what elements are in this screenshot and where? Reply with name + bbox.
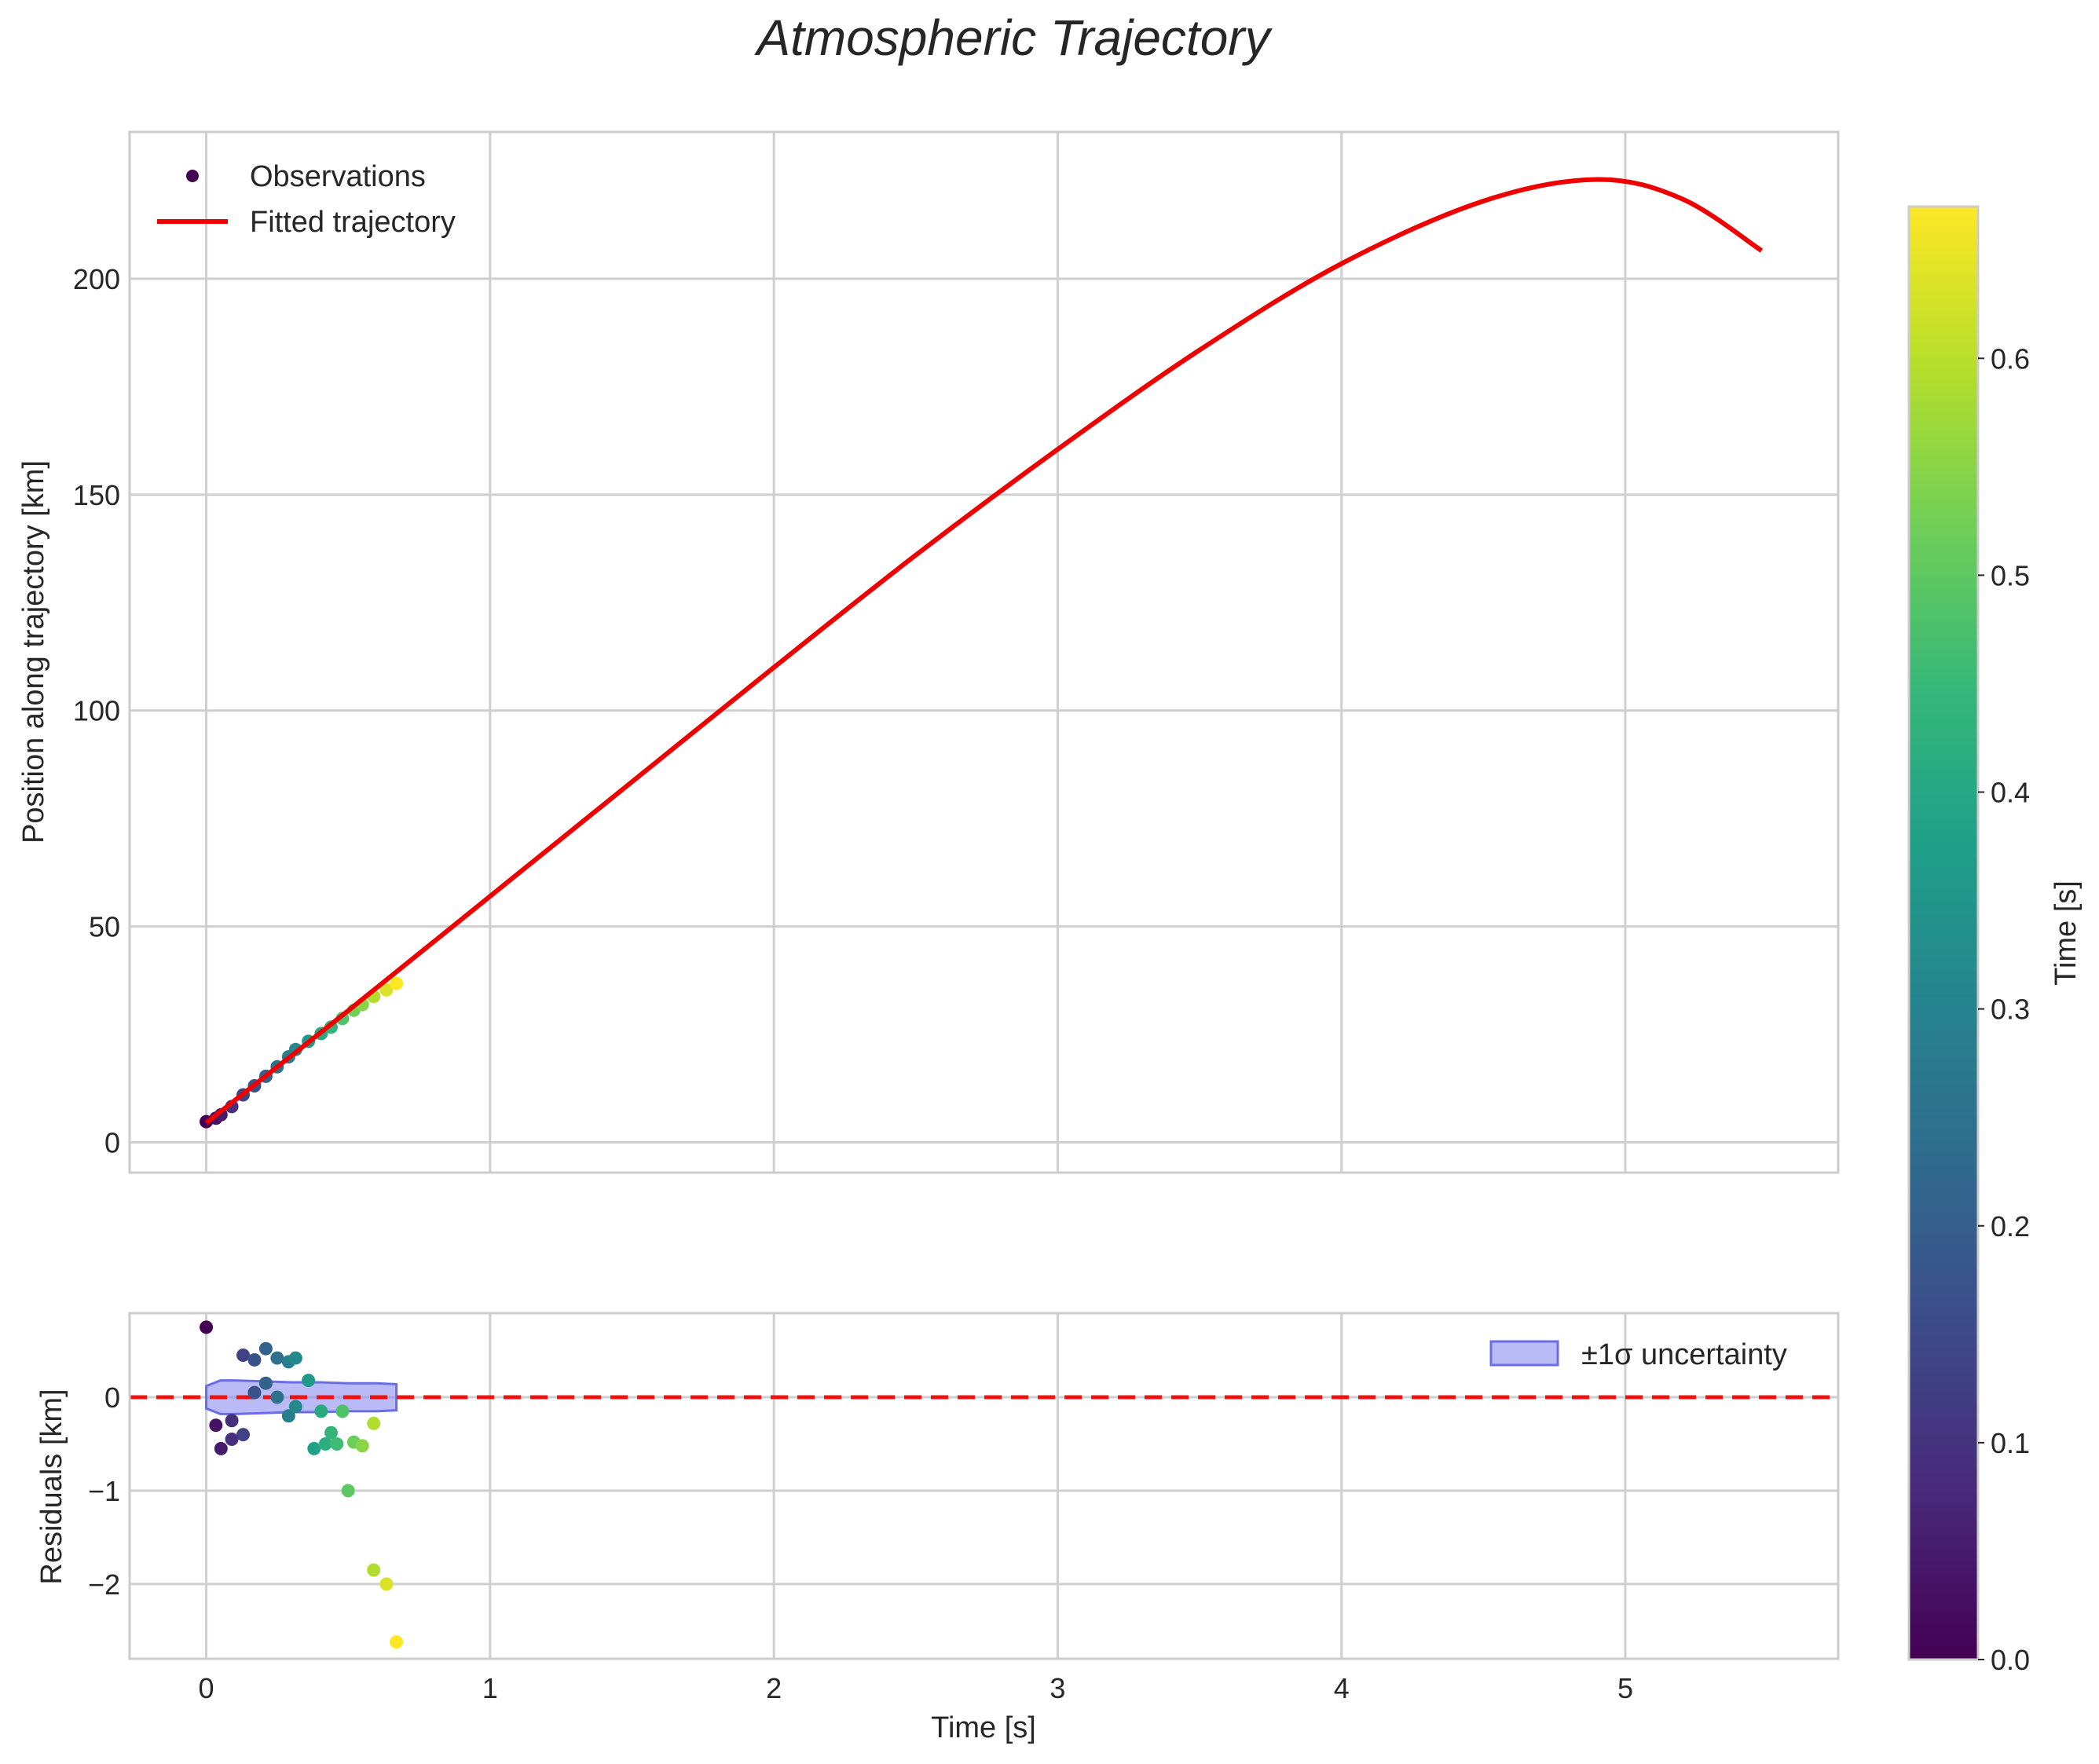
top-y-tick-label: 200 — [73, 263, 120, 295]
bottom-legend: ±1σ uncertainty — [1489, 1338, 1787, 1371]
bottom-x-ticks: 0 1 2 3 4 5 — [199, 1672, 1634, 1704]
colorbar-tick-label: 0.3 — [1991, 994, 2030, 1026]
legend-observations-marker — [186, 170, 199, 182]
bottom-y-ticks: −2 −1 0 — [88, 1382, 120, 1601]
colorbar: 0.0 0.1 0.2 0.3 0.4 0.5 0.6 Time [s] — [1907, 205, 2083, 1676]
residual-point — [314, 1404, 328, 1418]
residual-point — [247, 1385, 262, 1400]
colorbar-tick-label: 0.0 — [1991, 1644, 2030, 1676]
top-legend: Observations Fitted trajectory — [157, 160, 456, 239]
colorbar-tick-label: 0.4 — [1991, 777, 2030, 809]
colorbar-label: Time [s] — [2050, 880, 2083, 986]
residual-point — [335, 1404, 350, 1418]
bottom-y-tick-label: −1 — [88, 1475, 120, 1507]
bottom-y-axis-label: Residuals [km] — [35, 1389, 68, 1584]
residual-point — [379, 1577, 394, 1591]
x-tick-label: 3 — [1050, 1672, 1065, 1704]
residual-point — [225, 1433, 239, 1447]
top-y-tick-label: 50 — [89, 911, 120, 943]
residual-point — [341, 1484, 355, 1498]
legend-observations-label: Observations — [250, 160, 426, 193]
residual-point — [288, 1400, 302, 1414]
top-axes-frame — [128, 130, 1840, 1174]
residual-point — [355, 1439, 369, 1453]
colorbar-ticks: 0.0 0.1 0.2 0.3 0.4 0.5 0.6 — [1978, 342, 2030, 1676]
residual-point — [307, 1441, 321, 1455]
colorbar-tick-label: 0.6 — [1991, 342, 2030, 375]
bottom-axes-frame — [128, 1312, 1840, 1660]
chart-title: Atmospheric Trajectory — [753, 9, 1273, 66]
residual-point — [258, 1341, 273, 1356]
legend-band-marker — [1489, 1340, 1559, 1367]
x-tick-label: 0 — [199, 1672, 214, 1704]
residual-point — [209, 1418, 223, 1433]
residual-point — [270, 1390, 284, 1404]
residual-point — [270, 1351, 284, 1365]
top-grid — [130, 132, 1838, 1173]
residual-point — [318, 1436, 332, 1451]
top-y-tick-label: 100 — [73, 695, 120, 727]
fitted-trajectory-line — [204, 177, 1764, 1125]
x-tick-label: 5 — [1617, 1672, 1633, 1704]
residual-point — [225, 1414, 239, 1428]
x-tick-label: 2 — [766, 1672, 782, 1704]
residual-point — [302, 1374, 316, 1388]
residual-point — [214, 1441, 228, 1455]
observation-point — [390, 976, 404, 990]
colorbar-tick-label: 0.1 — [1991, 1427, 2030, 1459]
bottom-y-tick-label: 0 — [104, 1382, 120, 1414]
top-y-axis-label: Position along trajectory [km] — [17, 460, 50, 844]
residual-points — [200, 1320, 404, 1649]
legend-band-label: ±1σ uncertainty — [1581, 1338, 1787, 1371]
residual-point — [247, 1352, 262, 1367]
residual-point — [330, 1436, 344, 1451]
colorbar-gradient — [1909, 207, 1978, 1660]
residual-point — [367, 1416, 381, 1430]
x-tick-label: 1 — [482, 1672, 498, 1704]
bottom-y-tick-label: −2 — [88, 1568, 120, 1601]
residual-point — [390, 1635, 404, 1649]
residual-point — [200, 1320, 214, 1334]
legend-fit-label: Fitted trajectory — [250, 206, 456, 239]
residual-point — [367, 1563, 381, 1577]
top-y-tick-label: 150 — [73, 479, 120, 511]
residual-point — [281, 1409, 295, 1423]
residual-point — [236, 1349, 251, 1363]
x-tick-label: 4 — [1334, 1672, 1350, 1704]
observation-point — [379, 983, 394, 997]
top-y-ticks: 0 50 100 150 200 — [73, 263, 120, 1159]
colorbar-tick-label: 0.5 — [1991, 559, 2030, 591]
colorbar-frame — [1907, 205, 1980, 1661]
bottom-panel: −2 −1 0 0 1 2 3 4 5 Residuals [km] Time [s] ±1σ… — [35, 1312, 1840, 1744]
residual-point — [288, 1351, 302, 1365]
residual-point — [236, 1428, 251, 1442]
residual-point — [324, 1425, 339, 1440]
top-y-tick-label: 0 — [104, 1127, 120, 1159]
top-panel: 0 50 100 150 200 Position along trajectory [… — [17, 130, 1840, 1174]
x-axis-label: Time [s] — [931, 1711, 1036, 1744]
colorbar-tick-label: 0.2 — [1991, 1210, 2030, 1242]
residual-point — [258, 1376, 273, 1390]
